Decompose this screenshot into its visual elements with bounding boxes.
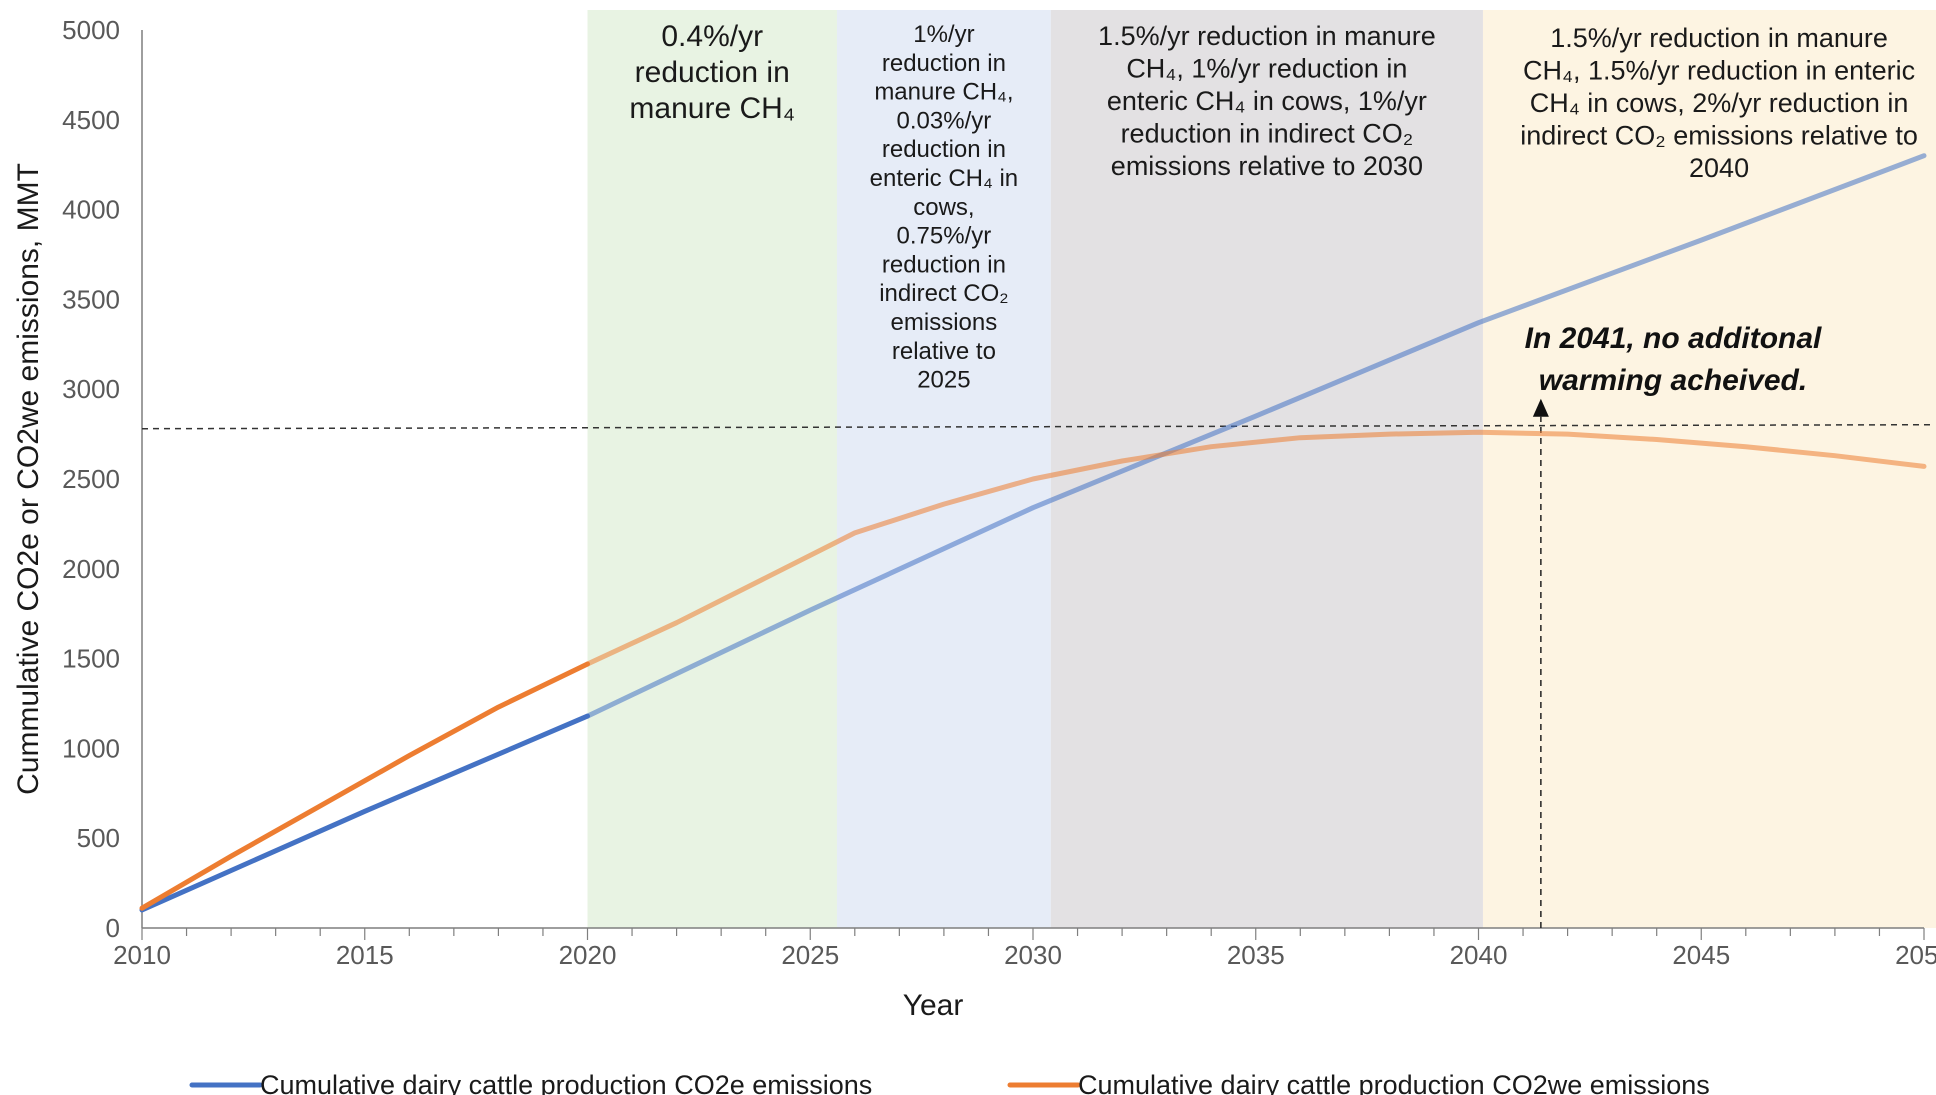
x-tick-label: 2025 bbox=[781, 940, 839, 970]
annotation-text-line: In 2041, no additonal bbox=[1525, 322, 1822, 355]
phase-label-line: 0.75%/yr bbox=[897, 223, 992, 250]
phase-label: 1.5%/yr reduction in manure CH₄, 1%/yr re… bbox=[1098, 21, 1436, 181]
y-tick-label: 500 bbox=[77, 823, 120, 853]
phase-label-line: 1.5%/yr reduction in manure bbox=[1098, 21, 1436, 51]
phase-label: 1%/yr reduction in manure CH₄, 0.03%/yr redu… bbox=[870, 21, 1019, 394]
y-tick-label: 2500 bbox=[62, 464, 120, 494]
y-tick-label: 3500 bbox=[62, 284, 120, 314]
y-axis-title: Cummulative CO2e or CO2we emissions, MMT bbox=[12, 163, 45, 795]
phase-region bbox=[836, 10, 1051, 928]
phase-label-line: emissions relative to 2030 bbox=[1111, 151, 1423, 181]
x-tick-label: 2050 bbox=[1895, 940, 1936, 970]
x-tick-label: 2015 bbox=[336, 940, 394, 970]
annotation-text: In 2041, no additonal warming acheived. bbox=[1525, 322, 1822, 397]
y-tick-label: 4000 bbox=[62, 195, 120, 225]
phase-label-line: CH₄, 1.5%/yr reduction in enteric bbox=[1523, 56, 1915, 86]
phase-label-line: enteric CH₄ in cows, 1%/yr bbox=[1107, 86, 1427, 116]
phase-label-line: 0.4%/yr bbox=[661, 20, 763, 53]
annotation-text-line: warming acheived. bbox=[1539, 364, 1807, 397]
y-tick-label: 4500 bbox=[62, 105, 120, 135]
phase-label-line: reduction in bbox=[882, 50, 1006, 77]
x-tick-label: 2030 bbox=[1004, 940, 1062, 970]
phase-label-line: reduction in indirect CO₂ bbox=[1121, 119, 1414, 149]
phase-label-line: 1%/yr bbox=[913, 21, 974, 48]
phase-label: 0.4%/yr reduction in manure CH₄ bbox=[629, 20, 795, 125]
phase-label-line: 1.5%/yr reduction in manure bbox=[1550, 23, 1888, 53]
phase-label-line: reduction in bbox=[882, 251, 1006, 278]
phase-label-line: reduction in bbox=[882, 136, 1006, 163]
legend-label: Cumulative dairy cattle production CO2we… bbox=[1078, 1070, 1710, 1095]
x-tick-label: 2020 bbox=[559, 940, 617, 970]
phase-label-line: 2040 bbox=[1689, 153, 1749, 183]
series-line-historical bbox=[139, 713, 590, 913]
phase-label-line: indirect CO₂ bbox=[879, 280, 1008, 307]
phase-region bbox=[587, 10, 837, 928]
legend: Cumulative dairy cattle production CO2e … bbox=[189, 1070, 1710, 1095]
x-tick-label: 2040 bbox=[1450, 940, 1508, 970]
y-tick-label: 2000 bbox=[62, 554, 120, 584]
phase-label-line: enteric CH₄ in bbox=[870, 165, 1019, 192]
phase-label-line: indirect CO₂ emissions relative to bbox=[1520, 121, 1918, 151]
x-tick-label: 2045 bbox=[1672, 940, 1730, 970]
series-line-historical bbox=[139, 661, 590, 911]
axes: 0 500 1000 1500 2000 2500 3000 3500 4000 4500 5000… bbox=[62, 15, 1936, 970]
phase-region bbox=[1482, 10, 1936, 928]
series-line-projected bbox=[585, 429, 1927, 667]
y-tick-label: 1500 bbox=[62, 644, 120, 674]
phase-label-line: manure CH₄, bbox=[874, 79, 1013, 106]
phase-label-line: reduction in bbox=[635, 56, 790, 89]
x-tick-label: 2035 bbox=[1227, 940, 1285, 970]
phase-label-line: relative to bbox=[892, 338, 996, 365]
phase-label-line: 0.03%/yr bbox=[897, 107, 992, 134]
phase-regions bbox=[587, 10, 1936, 928]
phase-label-line: emissions bbox=[891, 309, 998, 336]
y-tick-label: 1000 bbox=[62, 733, 120, 763]
y-tick-label: 0 bbox=[106, 913, 120, 943]
y-tick-label: 3000 bbox=[62, 374, 120, 404]
phase-label-line: cows, bbox=[913, 194, 974, 221]
phase-label-line: CH₄ in cows, 2%/yr reduction in bbox=[1530, 88, 1909, 118]
x-axis-title: Year bbox=[903, 989, 964, 1022]
threshold-line bbox=[141, 423, 1933, 430]
series-lines bbox=[139, 153, 1927, 913]
phase-label-line: manure CH₄ bbox=[629, 92, 795, 125]
phase-label-line: 2025 bbox=[917, 367, 970, 394]
reference-lines bbox=[141, 398, 1933, 928]
series-line-projected bbox=[585, 153, 1927, 719]
legend-label: Cumulative dairy cattle production CO2e … bbox=[260, 1070, 872, 1095]
annotation: In 2041, no additonal warming acheived. bbox=[1525, 322, 1822, 397]
y-tick-label: 5000 bbox=[62, 15, 120, 45]
phase-label: 1.5%/yr reduction in manure CH₄, 1.5%/yr … bbox=[1520, 23, 1918, 183]
x-tick-label: 2010 bbox=[113, 940, 171, 970]
phase-label-line: CH₄, 1%/yr reduction in bbox=[1126, 54, 1407, 84]
annotation-arrowhead bbox=[1532, 398, 1549, 417]
